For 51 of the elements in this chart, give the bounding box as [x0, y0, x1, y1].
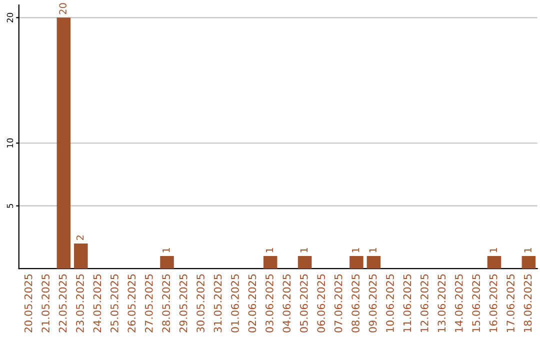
x-tick-label: 16.06.2025	[489, 274, 498, 332]
x-tick-label: 21.05.2025	[42, 274, 50, 332]
x-tick-label: 12.06.2025	[420, 274, 428, 332]
data-label: 1	[369, 248, 376, 252]
data-label: 2	[76, 236, 84, 240]
y-tick-label: 5	[6, 204, 14, 208]
data-label: 20	[59, 3, 66, 14]
x-tick-label: 09.06.2025	[368, 274, 377, 332]
x-tick-label: 13.06.2025	[438, 274, 446, 332]
x-tick-label: 07.06.2025	[334, 274, 342, 332]
x-tick-label: 28.05.2025	[162, 274, 170, 332]
data-label: 1	[524, 248, 532, 252]
data-label: 1	[266, 248, 274, 252]
bar	[56, 18, 71, 269]
bar	[350, 256, 364, 269]
data-label: 1	[162, 248, 170, 252]
bar	[366, 256, 381, 269]
data-label: 1	[300, 248, 308, 252]
x-tick-label: 20.05.2025	[24, 274, 32, 332]
bar	[160, 256, 174, 269]
y-tick-label: 20	[6, 12, 14, 22]
y-tick-label: 10	[6, 138, 14, 148]
bar	[522, 256, 536, 269]
x-tick-label: 03.06.2025	[265, 274, 274, 332]
x-tick-label: 25.05.2025	[110, 274, 118, 332]
x-tick-label: 04.06.2025	[282, 274, 291, 332]
data-label: 1	[490, 248, 497, 252]
x-tick-label: 31.05.2025	[214, 274, 222, 332]
x-tick-label: 29.05.2025	[179, 274, 188, 332]
x-tick-label: 05.06.2025	[300, 274, 308, 332]
x-tick-label: 22.05.2025	[58, 274, 67, 332]
x-tick-label: 06.06.2025	[317, 274, 326, 332]
bar	[298, 256, 312, 269]
bar	[263, 256, 278, 269]
x-tick-label: 15.06.2025	[472, 274, 480, 332]
x-tick-label: 18.06.2025	[524, 274, 532, 332]
x-tick-label: 08.06.2025	[352, 274, 360, 332]
x-tick-label: 02.06.2025	[248, 274, 256, 332]
x-tick-label: 24.05.2025	[93, 274, 102, 332]
x-tick-label: 10.06.2025	[386, 274, 394, 332]
x-tick-label: 30.05.2025	[196, 274, 204, 332]
x-tick-label: 01.06.2025	[231, 274, 239, 332]
x-tick-label: 14.06.2025	[454, 274, 463, 332]
x-tick-label: 23.05.2025	[76, 274, 84, 332]
x-tick-label: 11.06.2025	[403, 274, 412, 332]
x-tick-label: 27.05.2025	[144, 274, 153, 332]
x-tick-label: 26.05.2025	[128, 274, 136, 332]
bar	[487, 256, 502, 269]
bar	[74, 244, 88, 269]
x-tick-label: 17.06.2025	[506, 274, 514, 332]
data-label: 1	[352, 248, 360, 252]
